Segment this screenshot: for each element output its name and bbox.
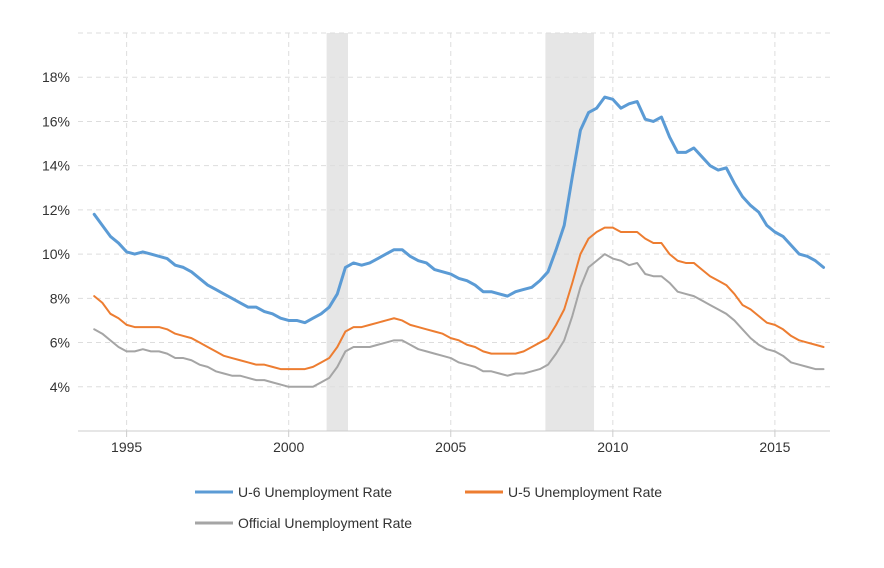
recession-band-1 [326,33,349,431]
y-tick-label: 6% [50,335,70,351]
x-tick-label: 2010 [597,439,628,455]
grid-lines [78,32,830,437]
y-tick-label: 8% [50,290,70,306]
series-lines [92,95,826,388]
legend-label-2: U-5 Unemployment Rate [508,484,662,500]
recession-band-2 [545,33,595,431]
series-line-3 [93,253,825,388]
x-tick-label: 2000 [273,439,304,455]
y-tick-label: 18% [42,69,70,85]
y-tick-label: 4% [50,379,70,395]
tick-labels: 4% 6% 8% 10% 12% 14% 16% 18% 1995 2000 2005 2010 201… [42,69,791,455]
legend-label-1: U-6 Unemployment Rate [238,484,392,500]
series-line-1 [92,95,826,325]
series-line-2 [93,226,825,371]
y-tick-label: 10% [42,246,70,262]
y-tick-label: 16% [42,113,70,129]
legend: U-6 Unemployment Rate U-5 Unemployment Ra… [195,484,662,531]
recession-shading [326,33,595,431]
y-tick-label: 14% [42,158,70,174]
y-tick-label: 12% [42,202,70,218]
x-tick-label: 2015 [759,439,790,455]
legend-label-3: Official Unemployment Rate [238,515,412,531]
x-tick-label: 2005 [435,439,466,455]
x-tick-label: 1995 [111,439,142,455]
